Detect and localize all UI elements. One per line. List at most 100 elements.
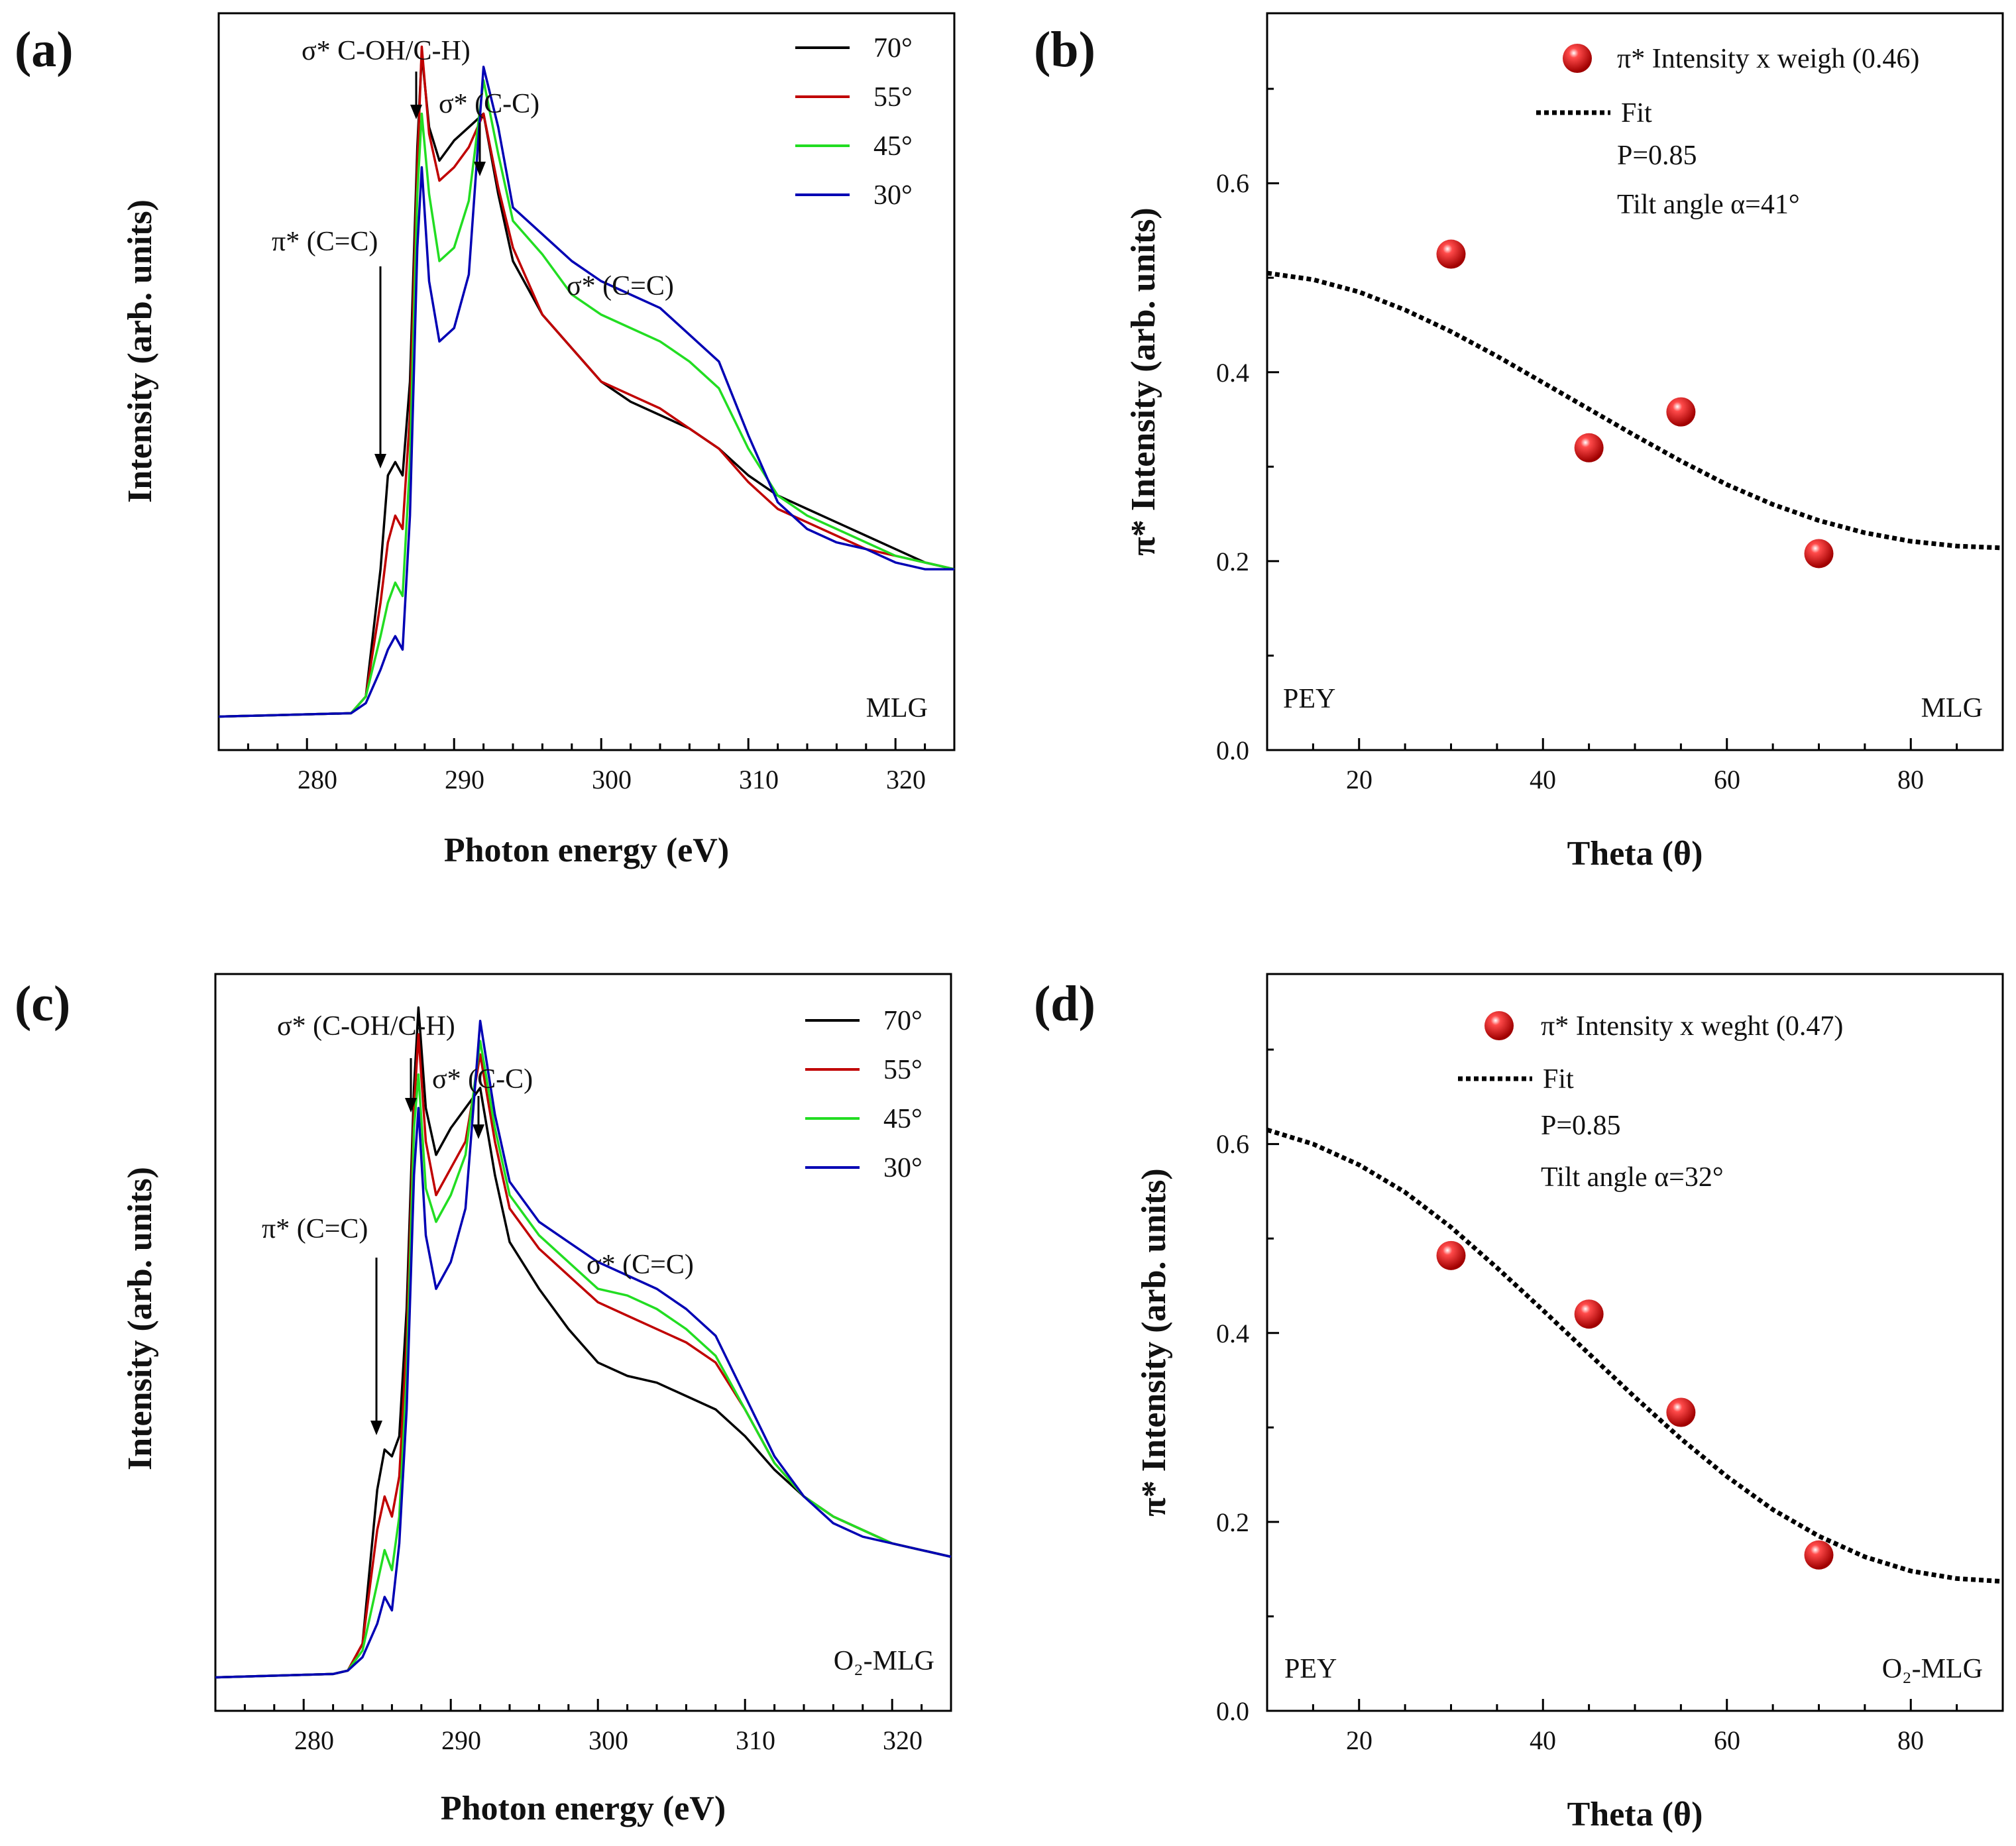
panel-a-xtick-label: 290: [445, 765, 484, 794]
panel-d-fit-line: [1266, 1127, 2003, 1584]
panel-b-points: [1436, 239, 1834, 569]
panel-c-xtick-label: 280: [294, 1725, 334, 1755]
panel-a-letter: (a): [15, 22, 74, 78]
spectrum-line-55: [218, 45, 955, 718]
panel-b-x-axis-title: Theta (θ): [1567, 835, 1703, 873]
fit-curve: [1266, 1127, 2003, 1584]
panel-a-curves: [218, 45, 955, 718]
panel-c-annotation-coh: σ* (C-OH/C-H): [277, 1011, 455, 1042]
panel-b-fit-param-p: P=0.85: [1617, 140, 1697, 171]
panel-c-letter: (c): [15, 976, 70, 1032]
panel-a-annotation-coh: σ* C-OH/C-H): [302, 36, 471, 66]
data-point: [1804, 539, 1834, 569]
panel-b-corner-label-right: MLG: [1921, 693, 1983, 724]
data-point: [1436, 1240, 1466, 1270]
panel-b-xtick-label: 80: [1897, 765, 1924, 794]
panel-c-annotation-cc: σ* (C-C): [432, 1064, 533, 1095]
panel-a-annotation-pi: π* (C=C): [272, 227, 378, 257]
panel-c-x-ticks: [214, 1699, 952, 1711]
panel-a-x-axis-title: Photon energy (eV): [444, 832, 729, 869]
data-point: [1666, 1397, 1696, 1427]
panel-b-ytick-label: 0.4: [1216, 358, 1249, 388]
panel-d-fit-param-tilt: Tilt angle α=32°: [1541, 1162, 1724, 1193]
panel-b-letter: (b): [1034, 22, 1095, 78]
panel-b-legend-fit-label: Fit: [1621, 98, 1652, 129]
panel-c-legend: 70° 55° 45° 30°: [805, 1006, 923, 1183]
panel-d-xtick-label: 80: [1897, 1725, 1924, 1755]
panel-d-ytick-label: 0.4: [1216, 1319, 1249, 1348]
panel-c-arrows: [370, 1058, 484, 1435]
panel-b-ytick-label: 0.6: [1216, 168, 1249, 198]
panel-a-annotation-cc: σ* (C-C): [439, 89, 539, 119]
panel-b-ticks: [1266, 87, 2004, 751]
panel-d-ticks: [1266, 1048, 2004, 1712]
panel-d-ytick-label: 0.0: [1216, 1696, 1249, 1726]
panel-c-sample-label: O₂-MLG: [834, 1646, 934, 1676]
panel-c-xtick-label: 290: [441, 1725, 481, 1755]
panel-a-arrowhead-cc: [474, 162, 486, 176]
panel-c-legend-45: 45°: [883, 1104, 923, 1134]
panel-d-legend-point-label: π* Intensity x weght (0.47): [1541, 1011, 1843, 1042]
panel-a-xtick-label: 320: [886, 765, 926, 794]
panel-d-points: [1436, 1240, 1834, 1570]
panel-a-x-ticks: [217, 738, 956, 750]
panel-a-legend-45: 45°: [873, 131, 913, 162]
panel-d-corner-label-right: O₂-MLG: [1882, 1654, 1983, 1684]
panel-c-legend-70: 70°: [883, 1006, 923, 1036]
data-point: [1804, 1540, 1834, 1570]
panel-d-fit-param-p: P=0.85: [1541, 1111, 1621, 1141]
panel-a-xtick-label: 310: [739, 765, 779, 794]
panel-d-ytick-label: 0.6: [1216, 1129, 1249, 1159]
data-point: [1666, 397, 1696, 427]
panel-a-legend: 70° 55° 45° 30°: [795, 33, 913, 211]
fit-curve: [1266, 270, 2003, 551]
panel-b-legend: π* Intensity x weigh (0.46) Fit P=0.85 T…: [1536, 44, 1919, 220]
panel-c-legend-55: 55°: [883, 1055, 923, 1085]
panel-b-scatter: (b) 20 40 60 80 0.0 0.2 0.4 0.6 Theta (θ…: [1034, 12, 2004, 873]
spectrum-line-30: [215, 1020, 952, 1679]
panel-d-corner-label-left: PEY: [1284, 1654, 1337, 1684]
panel-d-legend-fit-label: Fit: [1543, 1064, 1574, 1095]
panel-b-ytick-label: 0.0: [1216, 735, 1249, 765]
data-point: [1436, 239, 1466, 269]
panel-b-xtick-label: 60: [1714, 765, 1740, 794]
panel-a-frame: [217, 12, 956, 751]
panel-b-legend-point-label: π* Intensity x weigh (0.46): [1617, 44, 1919, 74]
panel-d-xtick-label: 20: [1346, 1725, 1372, 1755]
panel-c-curves: [215, 1006, 952, 1679]
spectrum-line-30: [218, 66, 954, 718]
panel-c-annotation-pi: π* (C=C): [262, 1214, 368, 1244]
spectrum-line-55: [215, 1033, 952, 1679]
panel-c-xtick-label: 320: [883, 1725, 923, 1755]
spectrum-line-45: [218, 79, 955, 718]
panel-c-legend-30: 30°: [883, 1153, 923, 1183]
panel-c-xtick-label: 300: [588, 1725, 628, 1755]
panel-a-spectra: (a) 280 290 300 310 320 Photon energy (e…: [15, 12, 956, 869]
spectrum-line-45: [215, 1040, 952, 1679]
panel-a-arrows: [374, 72, 486, 468]
panel-a-arrowhead-coh: [410, 105, 422, 119]
panel-c-xtick-label: 310: [736, 1725, 775, 1755]
panel-b-fit-param-tilt: Tilt angle α=41°: [1617, 190, 1800, 220]
panel-b-corner-label-left: PEY: [1283, 684, 1335, 714]
panel-d-legend: π* Intensity x weght (0.47) Fit P=0.85 T…: [1458, 1011, 1843, 1193]
panel-a-arrowhead-pi: [374, 454, 386, 468]
panel-a-y-axis-title: Intensity (arb. units): [121, 199, 159, 503]
panel-d-ytick-label: 0.2: [1216, 1507, 1249, 1537]
panel-c-x-axis-title: Photon energy (eV): [441, 1790, 726, 1827]
panel-c-arrowhead-pi: [370, 1421, 382, 1435]
panel-b-y-axis-title: π* Intensity (arb. units): [1125, 207, 1162, 555]
panel-d-y-axis-title: π* Intensity (arb. units): [1135, 1168, 1173, 1516]
panel-b-xtick-label: 40: [1530, 765, 1556, 794]
panel-a-xtick-label: 280: [298, 765, 337, 794]
panel-b-xtick-label: 20: [1346, 765, 1372, 794]
panel-d-xtick-label: 40: [1530, 1725, 1556, 1755]
panel-c-spectra: (c) 280 290 300 310 320 Photon energy (e…: [15, 973, 952, 1827]
panel-a-legend-30: 30°: [873, 180, 913, 211]
panel-d-scatter: (d) 20 40 60 80 0.0 0.2 0.4 0.6 Theta (θ…: [1034, 973, 2004, 1833]
panel-a-xtick-label: 300: [592, 765, 632, 794]
panel-c-frame: [214, 973, 952, 1712]
panel-c-arrowhead-cc: [473, 1124, 484, 1139]
panel-c-annotation-sigma-cc: σ* (C=C): [587, 1250, 694, 1280]
